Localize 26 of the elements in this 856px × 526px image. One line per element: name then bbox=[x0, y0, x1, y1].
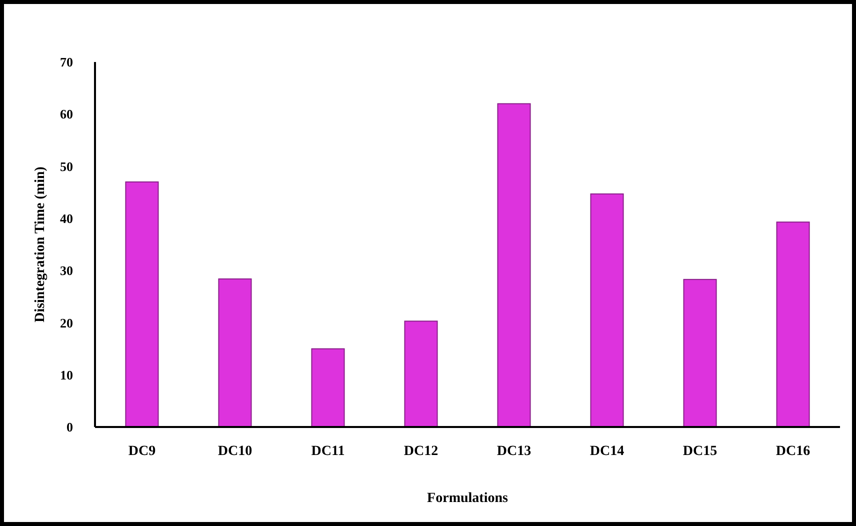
y-tick-label: 40 bbox=[60, 210, 73, 226]
y-tick-label: 0 bbox=[66, 420, 73, 435]
bar bbox=[218, 278, 252, 428]
y-tick-label: 10 bbox=[60, 367, 73, 382]
x-tick-label: DC15 bbox=[682, 444, 718, 459]
bar bbox=[404, 320, 438, 428]
x-tick-label: DC10 bbox=[218, 444, 252, 459]
y-axis-title: Disintegration Time (min) bbox=[33, 166, 48, 322]
y-tick-label: 60 bbox=[60, 106, 73, 122]
bar bbox=[776, 222, 810, 428]
y-tick-label: 50 bbox=[60, 158, 73, 174]
x-tick-label: DC12 bbox=[404, 444, 438, 459]
bar bbox=[125, 181, 159, 428]
x-axis-title: Formulations bbox=[427, 491, 508, 506]
y-tick-label: 70 bbox=[60, 54, 73, 70]
x-tick-label: DC9 bbox=[128, 444, 156, 459]
y-tick-label: 30 bbox=[60, 263, 73, 278]
x-tick-label: DC11 bbox=[311, 444, 345, 459]
y-tick-label: 20 bbox=[60, 315, 73, 330]
bar bbox=[590, 193, 624, 428]
bar bbox=[497, 103, 531, 428]
x-tick-label: DC14 bbox=[590, 444, 624, 459]
bar bbox=[683, 278, 717, 428]
x-tick-label: DC13 bbox=[496, 444, 532, 459]
bar bbox=[311, 348, 345, 428]
x-tick-label: DC16 bbox=[776, 444, 810, 459]
